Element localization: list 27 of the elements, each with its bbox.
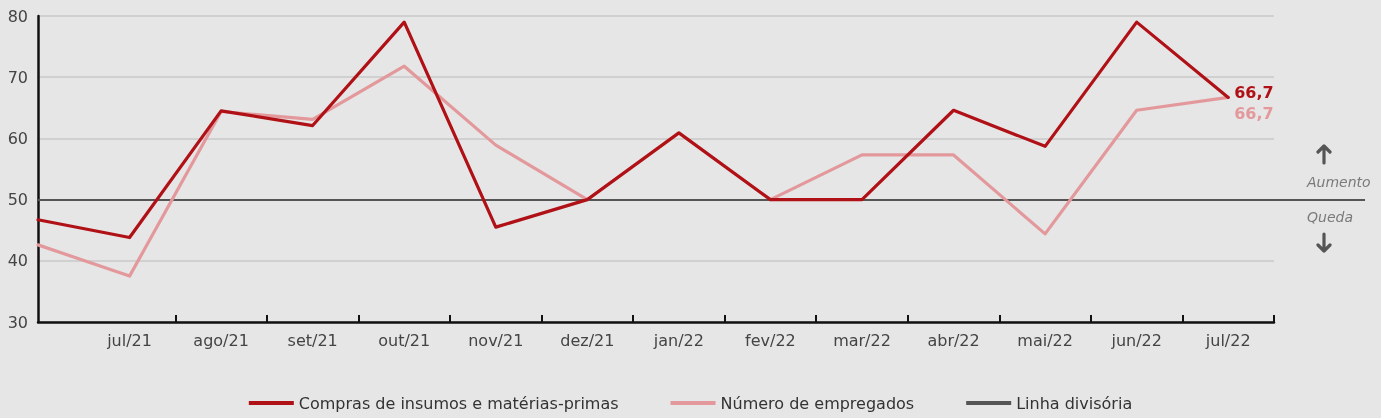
data-label: 66,7 (1234, 103, 1274, 123)
x-tick-label: jul/22 (1204, 330, 1251, 350)
x-tick-label: jul/21 (106, 330, 152, 350)
y-tick-label: 40 (7, 251, 28, 271)
x-tick-label: mai/22 (1017, 330, 1073, 350)
x-tick-label: jun/22 (1110, 330, 1162, 350)
x-tick-label: out/21 (378, 330, 431, 350)
legend-label: Número de empregados (720, 393, 915, 413)
y-tick-label: 30 (7, 312, 28, 332)
y-tick-label: 80 (7, 6, 28, 26)
y-tick-label: 50 (7, 190, 28, 210)
x-tick-label: abr/22 (927, 330, 980, 350)
legend-label: Compras de insumos e matérias-primas (298, 393, 619, 413)
x-tick-label: mar/22 (833, 330, 891, 350)
x-tick-label: ago/21 (193, 330, 249, 350)
data-label: 66,7 (1234, 82, 1274, 102)
x-tick-label: dez/21 (560, 330, 615, 350)
x-tick-label: nov/21 (468, 330, 524, 350)
line-series (36, 20, 1230, 240)
x-tick-label: set/21 (287, 330, 338, 350)
legend-label: Linha divisória (1016, 393, 1133, 413)
text: Aumento (1307, 172, 1371, 191)
y-tick-label: 70 (7, 67, 28, 87)
x-tick-label: jan/22 (652, 330, 704, 350)
text: Queda (1307, 207, 1353, 226)
x-tick-label: fev/22 (745, 330, 796, 350)
y-tick-label: 60 (7, 128, 28, 148)
